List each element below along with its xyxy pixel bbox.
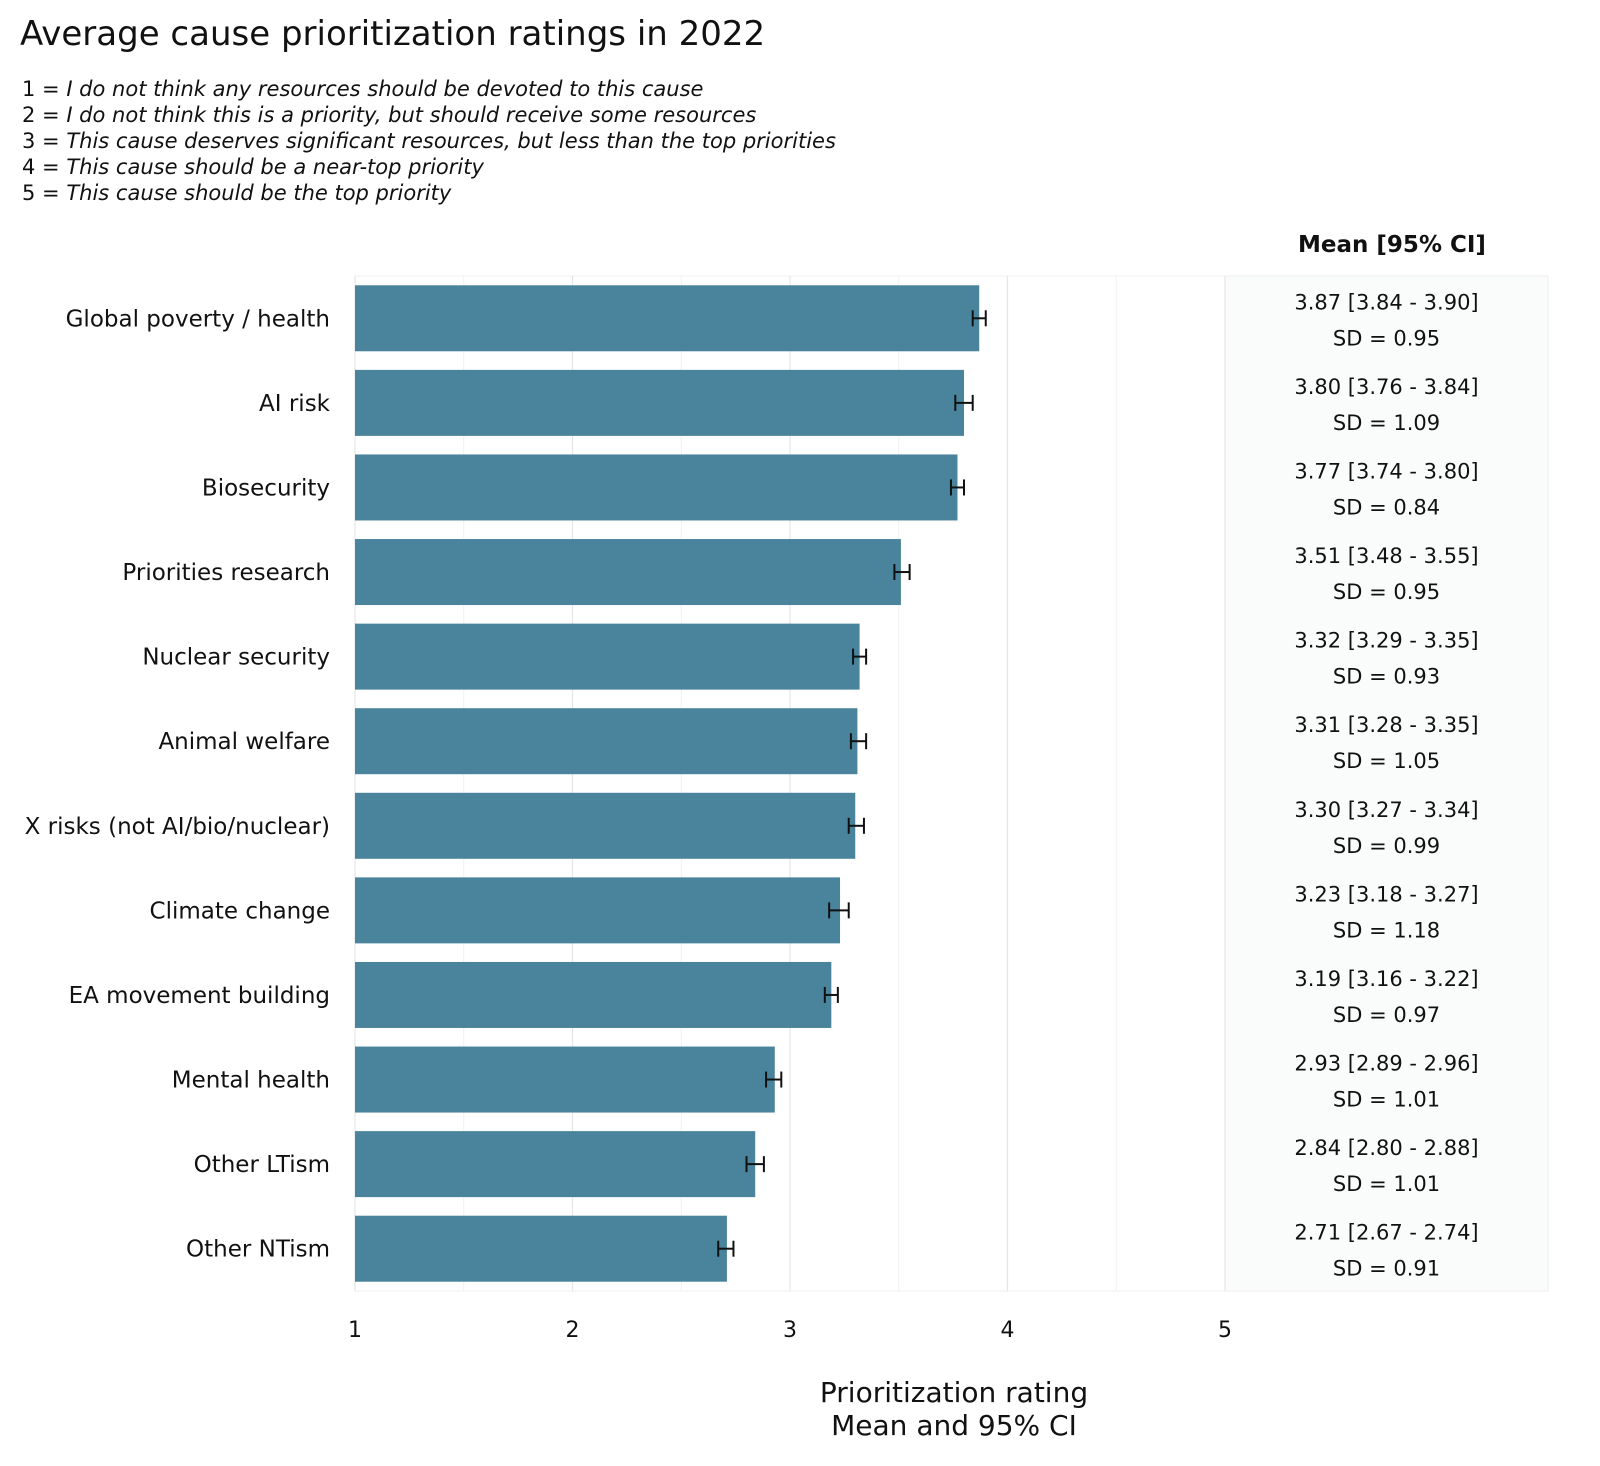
x-axis-title-line-2: Mean and 95% CI (831, 1409, 1077, 1442)
sd-label: SD = 0.91 (1333, 1257, 1440, 1281)
chart-subtitle: 1 = I do not think any resources should … (22, 76, 836, 206)
x-tick-label: 3 (783, 1318, 797, 1343)
category-label: Other NTism (186, 1237, 330, 1263)
bar (355, 877, 841, 944)
sd-label: SD = 1.01 (1333, 1172, 1440, 1196)
x-axis-ticks: 1 2 3 4 5 (348, 1318, 1232, 1343)
scale-legend-desc: This cause deserves significant resource… (66, 129, 836, 153)
ci-label: 3.23 [3.18 - 3.27] (1294, 882, 1478, 906)
scale-legend-line-2: 2 = I do not think this is a priority, b… (22, 102, 836, 128)
sd-label: SD = 0.95 (1333, 326, 1440, 350)
x-axis-title-line-1: Prioritization rating (820, 1376, 1088, 1409)
category-labels: Global poverty / health AI risk Biosecurit… (25, 306, 331, 1262)
error-bar (971, 310, 987, 327)
sd-label: SD = 1.09 (1333, 411, 1440, 435)
error-bar (823, 986, 839, 1003)
bar (355, 369, 964, 436)
x-tick-label: 1 (348, 1318, 362, 1343)
ci-label: 3.31 [3.28 - 3.35] (1294, 713, 1478, 737)
error-bar (745, 1156, 765, 1173)
scale-legend-num: 4 = (22, 155, 67, 179)
category-label: Nuclear security (142, 645, 330, 671)
sd-label: SD = 0.84 (1333, 495, 1440, 519)
bar (355, 961, 832, 1028)
sd-label: SD = 0.99 (1333, 834, 1440, 858)
category-label: EA movement building (69, 983, 330, 1009)
error-bar (949, 479, 965, 496)
bar (355, 1131, 756, 1198)
scale-legend-desc: This cause should be the top priority (66, 181, 452, 205)
ci-label: 3.19 [3.16 - 3.22] (1294, 967, 1478, 991)
bar (355, 792, 856, 859)
bar (355, 1046, 775, 1113)
bar (355, 1215, 727, 1282)
bars-layer (355, 285, 987, 1282)
category-label: Mental health (172, 1068, 330, 1094)
bar (355, 285, 980, 352)
scale-legend-desc: This cause should be a near-top priority (66, 155, 484, 179)
ci-label: 3.30 [3.27 - 3.34] (1294, 798, 1478, 822)
ci-label: 3.32 [3.29 - 3.35] (1294, 629, 1478, 653)
error-bar (765, 1071, 783, 1088)
sd-label: SD = 0.97 (1333, 1003, 1440, 1027)
category-label: Other LTism (194, 1152, 330, 1178)
ci-label: 3.51 [3.48 - 3.55] (1294, 544, 1478, 568)
bar (355, 708, 858, 775)
bar (355, 539, 901, 606)
error-bar (893, 564, 911, 581)
category-label: Biosecurity (202, 475, 330, 501)
x-tick-label: 5 (1218, 1318, 1232, 1343)
ci-label: 3.77 [3.74 - 3.80] (1294, 459, 1478, 483)
category-label: Animal welfare (158, 729, 330, 755)
bar (355, 454, 958, 521)
scale-legend-num: 1 = (22, 77, 67, 101)
ci-label: 2.93 [2.89 - 2.96] (1294, 1052, 1478, 1076)
table-panel (1224, 275, 1549, 1292)
ci-label: 3.80 [3.76 - 3.84] (1294, 375, 1478, 399)
sd-label: SD = 0.95 (1333, 580, 1440, 604)
grid-layer (354, 275, 1549, 1292)
ci-label: 2.84 [2.80 - 2.88] (1294, 1136, 1478, 1160)
ci-table: 3.87 [3.84 - 3.90] SD = 0.95 3.80 [3.76 - … (1294, 290, 1478, 1280)
category-label: AI risk (259, 391, 331, 417)
error-bar (717, 1240, 735, 1257)
scale-legend-line-3: 3 = This cause deserves significant reso… (22, 128, 836, 154)
error-bar (852, 648, 868, 665)
x-tick-label: 4 (1001, 1318, 1015, 1343)
scale-legend-desc: I do not think any resources should be d… (66, 77, 704, 101)
category-label: Priorities research (122, 560, 330, 586)
error-bar (828, 902, 850, 919)
table-header: Mean [95% CI] (1298, 232, 1486, 258)
sd-label: SD = 1.05 (1333, 749, 1440, 773)
sd-label: SD = 1.18 (1333, 918, 1440, 942)
scale-legend-line-5: 5 = This cause should be the top priorit… (22, 180, 836, 206)
error-bar (847, 817, 865, 834)
sd-label: SD = 1.01 (1333, 1088, 1440, 1112)
scale-legend-num: 3 = (22, 129, 67, 153)
scale-legend-line-4: 4 = This cause should be a near-top prio… (22, 154, 836, 180)
chart-title: Average cause prioritization ratings in … (20, 14, 766, 54)
category-label: Climate change (150, 898, 330, 924)
error-bar (849, 733, 868, 750)
sd-label: SD = 0.93 (1333, 665, 1440, 689)
scale-legend-num: 2 = (22, 103, 67, 127)
category-label: X risks (not AI/bio/nuclear) (25, 814, 330, 840)
scale-legend-num: 5 = (22, 181, 67, 205)
bar (355, 623, 860, 690)
scale-legend-desc: I do not think this is a priority, but s… (66, 103, 757, 127)
error-bar (954, 394, 974, 411)
ci-label: 2.71 [2.67 - 2.74] (1294, 1221, 1478, 1245)
x-tick-label: 2 (566, 1318, 580, 1343)
scale-legend-line-1: 1 = I do not think any resources should … (22, 76, 836, 102)
ci-label: 3.87 [3.84 - 3.90] (1294, 290, 1478, 314)
category-label: Global poverty / health (66, 306, 330, 332)
